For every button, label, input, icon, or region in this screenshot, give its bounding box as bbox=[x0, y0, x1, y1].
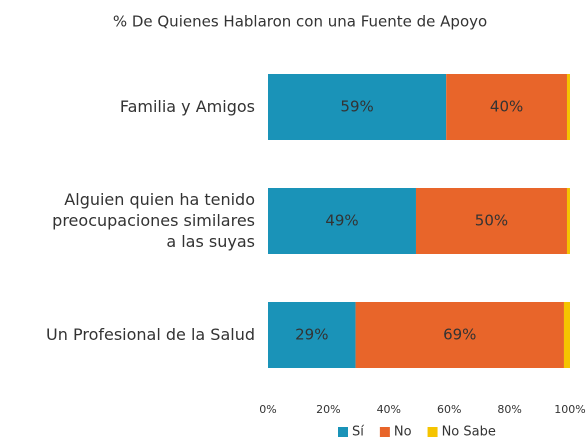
x-tick-label: 20% bbox=[316, 403, 340, 416]
bar bbox=[446, 74, 567, 140]
bar bbox=[355, 302, 564, 368]
legend-label: No Sabe bbox=[442, 425, 496, 439]
bar bbox=[268, 188, 416, 254]
x-tick-label: 80% bbox=[497, 403, 521, 416]
y-tick-label: Familia y Amigos bbox=[120, 97, 255, 116]
data-label: 49% bbox=[325, 212, 358, 230]
legend-swatch bbox=[379, 427, 390, 437]
legend-label: Sí bbox=[352, 425, 364, 439]
data-label: 29% bbox=[295, 326, 328, 344]
x-tick-label: 40% bbox=[377, 403, 401, 416]
data-label: 40% bbox=[490, 98, 523, 116]
bar bbox=[268, 302, 356, 368]
bar bbox=[566, 74, 570, 140]
legend-swatch bbox=[427, 427, 438, 437]
legend-label: No bbox=[394, 425, 412, 439]
x-tick-label: 100% bbox=[554, 403, 585, 416]
data-label: 50% bbox=[475, 212, 508, 230]
bar bbox=[566, 188, 570, 254]
x-tick-label: 0% bbox=[259, 403, 276, 416]
bar bbox=[563, 302, 570, 368]
chart-title: % De Quienes Hablaron con una Fuente de … bbox=[113, 13, 487, 31]
y-tick-label: Alguien quien ha tenido preocupaciones si… bbox=[52, 190, 255, 251]
bar bbox=[268, 74, 447, 140]
data-label: 59% bbox=[340, 98, 373, 116]
y-tick-label: Un Profesional de la Salud bbox=[46, 325, 255, 344]
x-tick-label: 60% bbox=[437, 403, 461, 416]
data-label: 69% bbox=[443, 326, 476, 344]
bar bbox=[415, 188, 567, 254]
legend-swatch bbox=[338, 427, 348, 437]
